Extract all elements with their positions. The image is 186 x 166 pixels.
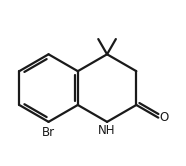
Text: NH: NH [98, 124, 116, 137]
Text: Br: Br [42, 126, 55, 139]
Text: O: O [159, 111, 169, 124]
